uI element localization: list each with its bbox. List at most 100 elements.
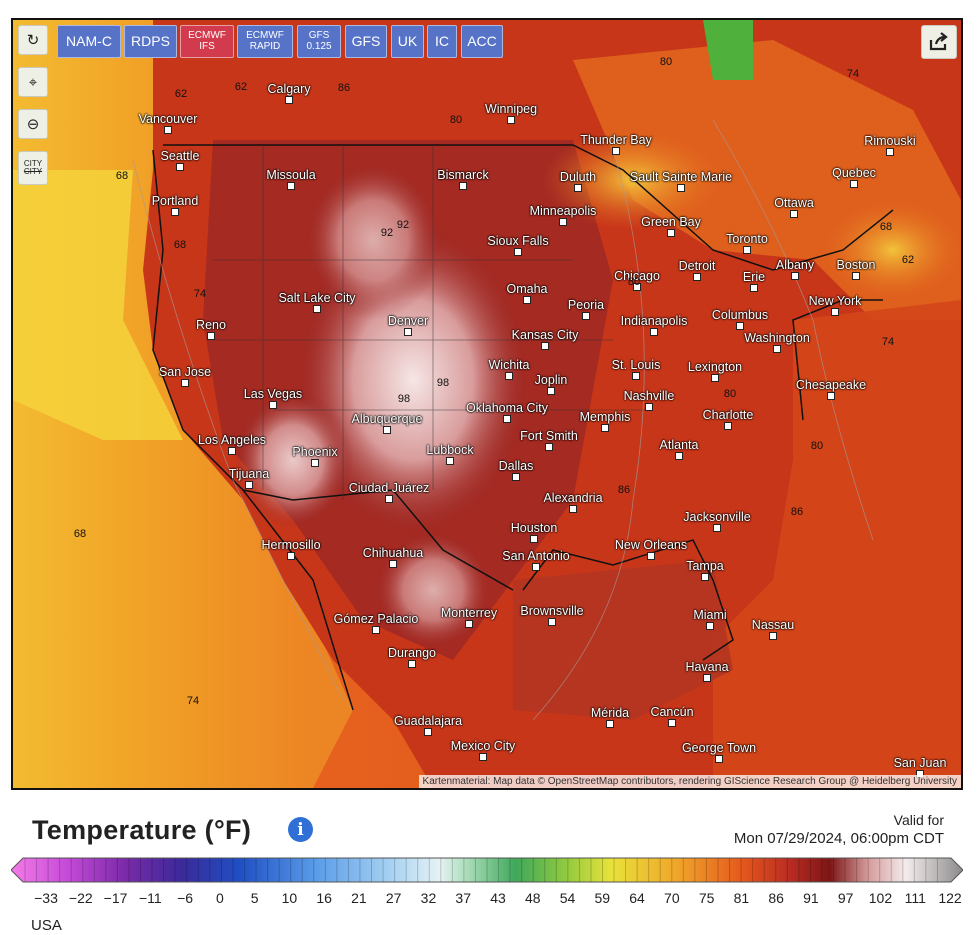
model-button-ic[interactable]: IC (427, 25, 457, 58)
scale-tick-label: −6 (177, 890, 194, 906)
city-marker (285, 96, 293, 104)
scale-tick-label: 27 (385, 890, 402, 906)
scale-tick-label: 54 (559, 890, 576, 906)
scale-tick-label: 97 (837, 890, 854, 906)
model-button-gfs[interactable]: GFS (345, 25, 387, 58)
city-label: Guadalajara (393, 713, 463, 728)
share-arrow-icon (929, 32, 948, 51)
city-marker (530, 535, 538, 543)
city-label: Oklahoma City (466, 400, 548, 415)
city-marker (311, 459, 319, 467)
city-marker (385, 495, 393, 503)
city-marker (582, 312, 590, 320)
city-marker (514, 248, 522, 256)
zoom-out-icon[interactable]: ⊖ (18, 109, 48, 139)
city-label: Green Bay (641, 214, 701, 229)
city-marker (459, 182, 467, 190)
city-label: Reno (196, 317, 226, 332)
city-label: Alexandria (543, 490, 603, 505)
model-button-rdps[interactable]: RDPS (124, 25, 177, 58)
city-marker (606, 720, 614, 728)
city-marker (706, 622, 714, 630)
refresh-icon[interactable]: ↻ (18, 25, 48, 55)
isotherm-label: 86 (617, 484, 631, 496)
city-label: Missoula (266, 167, 316, 182)
scale-tick-label: −22 (68, 890, 93, 906)
city-label: San Jose (158, 364, 212, 379)
isotherm-label: 80 (723, 388, 737, 400)
city-label: Calgary (267, 81, 311, 96)
city-marker (313, 305, 321, 313)
city-label: Minneapolis (529, 203, 597, 218)
city-label: Tijuana (228, 466, 270, 481)
city-toggle-label-struck: CITY (23, 167, 43, 176)
city-label: New York (808, 293, 862, 308)
city-marker (703, 674, 711, 682)
city-label: Wichita (488, 357, 530, 372)
city-marker (850, 180, 858, 188)
city-marker (645, 403, 653, 411)
model-button-uk[interactable]: UK (391, 25, 424, 58)
city-marker (647, 552, 655, 560)
isotherm-label: 68 (73, 528, 87, 540)
city-marker (693, 273, 701, 281)
city-label: Houston (510, 520, 558, 535)
share-icon[interactable] (921, 25, 957, 59)
model-button-nam-c[interactable]: NAM-C (57, 25, 121, 58)
city-label: Duluth (559, 169, 597, 184)
scale-tick-label: 86 (768, 890, 784, 906)
weather-map[interactable]: ↻ ⌖ ⊖ CITY CITY NAM-C RDPS ECMWF IFS ECMWF … (11, 18, 963, 790)
info-icon[interactable]: i (288, 817, 313, 842)
isotherm-label: 68 (173, 239, 187, 251)
scale-tick-label: −17 (103, 890, 128, 906)
city-marker (675, 452, 683, 460)
city-marker (228, 447, 236, 455)
city-marker (677, 184, 685, 192)
city-marker (667, 229, 675, 237)
city-label: Seattle (160, 148, 200, 163)
city-marker (287, 552, 295, 560)
city-marker (773, 345, 781, 353)
scale-tick-label: 0 (215, 890, 224, 906)
city-marker (668, 719, 676, 727)
scale-tick-label: 91 (803, 890, 819, 906)
scale-tick-label: −11 (138, 890, 162, 906)
city-marker (711, 374, 719, 382)
city-toggle-icon[interactable]: CITY CITY (18, 151, 48, 185)
city-label: Phoenix (292, 444, 338, 459)
scale-tick-label: 64 (629, 890, 645, 906)
city-marker (181, 379, 189, 387)
city-marker (650, 328, 658, 336)
model-button-ecmwf-rapid[interactable]: ECMWF RAPID (237, 25, 293, 58)
model-button-gfs-0-125[interactable]: GFS 0.125 (297, 25, 341, 58)
isotherm-label: 68 (115, 170, 129, 182)
model-button-acc[interactable]: ACC (461, 25, 503, 58)
city-label: Tampa (686, 558, 724, 573)
location-pin-icon[interactable]: ⌖ (18, 67, 48, 97)
city-marker (404, 328, 412, 336)
model-button-ecmwf-ifs[interactable]: ECMWF IFS (180, 25, 234, 58)
city-marker (541, 342, 549, 350)
isotherm-label: 92 (396, 219, 410, 231)
city-marker (164, 126, 172, 134)
region-label: USA (31, 917, 62, 934)
scale-tick-label: 43 (490, 890, 506, 906)
city-marker (736, 322, 744, 330)
city-label: Havana (685, 659, 729, 674)
city-label: Miami (693, 607, 727, 622)
city-label: Atlanta (659, 437, 699, 452)
city-marker (465, 620, 473, 628)
isotherm-label: 74 (193, 288, 207, 300)
city-label: Columbus (711, 307, 769, 322)
isotherm-label: 62 (901, 254, 915, 266)
city-label: Peoria (567, 297, 605, 312)
city-label: Mérida (590, 705, 630, 720)
city-marker (790, 210, 798, 218)
city-label: Nashville (623, 388, 675, 403)
isotherm-label: 80 (659, 56, 673, 68)
city-label: Denver (387, 313, 429, 328)
isotherm-label: 86 (337, 82, 351, 94)
isotherm-label: 80 (627, 276, 641, 288)
city-marker (769, 632, 777, 640)
city-marker (633, 283, 641, 291)
